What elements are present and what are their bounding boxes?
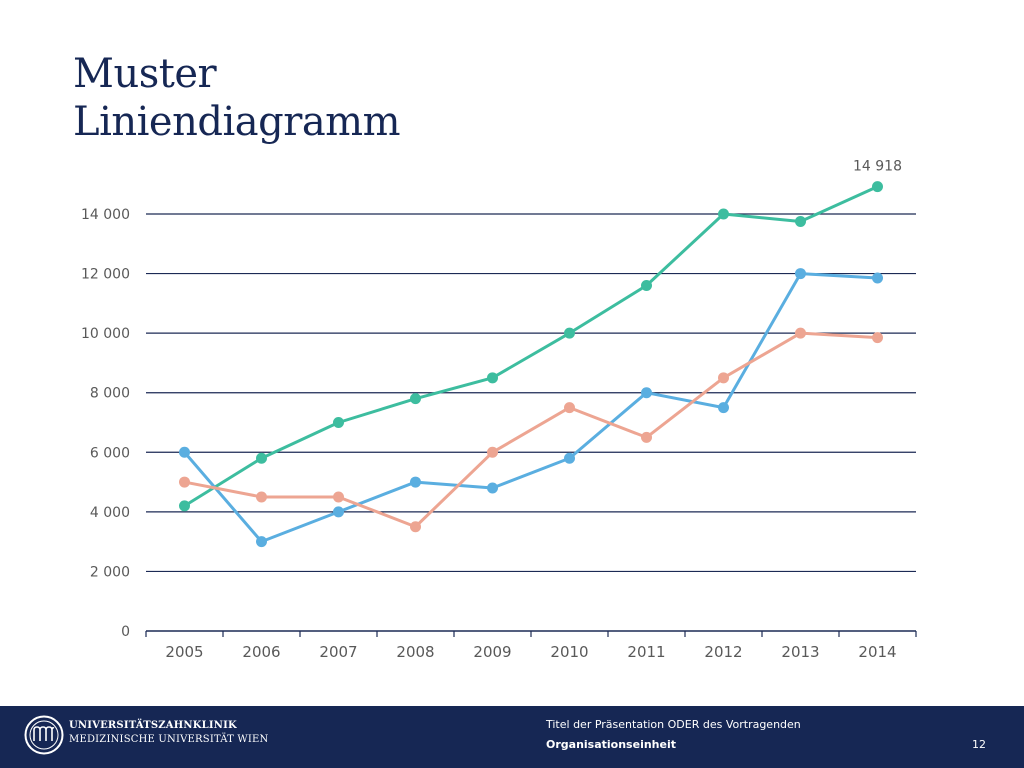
x-tick-label: 2011 bbox=[627, 643, 665, 661]
data-point bbox=[641, 387, 652, 399]
line-chart: 0 2 000 4 000 6 000 8 000 10 000 12 000 14 000 2… bbox=[81, 159, 917, 661]
y-tick-label: 2 000 bbox=[90, 564, 130, 580]
y-tick-label: 8 000 bbox=[90, 386, 130, 402]
y-tick-label: 4 000 bbox=[90, 505, 130, 521]
data-point bbox=[718, 208, 729, 220]
data-point bbox=[872, 332, 883, 344]
data-point bbox=[872, 181, 883, 193]
university-seal-icon bbox=[24, 715, 64, 755]
data-label: 14 918 bbox=[853, 159, 902, 175]
data-point bbox=[333, 491, 344, 503]
data-point bbox=[179, 500, 190, 512]
data-point bbox=[487, 482, 498, 494]
data-point bbox=[641, 279, 652, 291]
page-number: 12 bbox=[972, 738, 986, 751]
organisation-unit: Organisationseinheit bbox=[546, 738, 676, 751]
data-point bbox=[410, 393, 421, 405]
data-point bbox=[795, 327, 806, 339]
data-point bbox=[256, 452, 267, 464]
x-tick-label: 2008 bbox=[396, 643, 434, 661]
data-point bbox=[564, 327, 575, 339]
y-tick-label: 0 bbox=[121, 624, 130, 640]
x-tick-label: 2013 bbox=[781, 643, 819, 661]
data-point bbox=[487, 446, 498, 458]
data-point bbox=[641, 431, 652, 443]
x-tick-label: 2010 bbox=[550, 643, 588, 661]
data-point bbox=[179, 476, 190, 488]
x-tick-label: 2012 bbox=[704, 643, 742, 661]
footer-bar: UNIVERSITÄTSZAHNKLINIK MEDIZINISCHE UNIV… bbox=[0, 706, 1024, 768]
series-line bbox=[183, 272, 878, 544]
x-tick-label: 2014 bbox=[858, 643, 896, 661]
logo-line2: MEDIZINISCHE UNIVERSITÄT WIEN bbox=[69, 734, 269, 745]
data-point bbox=[564, 402, 575, 414]
data-point bbox=[179, 446, 190, 458]
data-point bbox=[410, 476, 421, 488]
data-point bbox=[333, 417, 344, 428]
slide-title-line2: Liniendiagramm bbox=[73, 99, 401, 145]
data-point bbox=[718, 372, 729, 384]
series-line bbox=[184, 331, 878, 529]
x-tick-label: 2005 bbox=[165, 643, 203, 661]
data-point bbox=[718, 402, 729, 414]
series-line bbox=[183, 185, 879, 508]
data-point bbox=[410, 521, 421, 533]
slide-title-line1: Muster bbox=[73, 51, 217, 97]
data-point bbox=[872, 272, 883, 284]
data-point bbox=[256, 491, 267, 503]
y-tick-label: 12 000 bbox=[81, 267, 130, 283]
presentation-title: Titel der Präsentation ODER des Vortrage… bbox=[546, 718, 801, 731]
slide-title: Muster Liniendiagramm bbox=[73, 50, 401, 146]
data-point bbox=[795, 215, 806, 227]
data-point bbox=[487, 372, 498, 384]
logo-line1: UNIVERSITÄTSZAHNKLINIK bbox=[69, 720, 237, 731]
y-tick-label: 14 000 bbox=[81, 207, 130, 223]
data-point bbox=[333, 506, 344, 518]
data-point bbox=[795, 268, 806, 280]
y-tick-label: 10 000 bbox=[81, 326, 130, 342]
x-tick-label: 2007 bbox=[319, 643, 357, 661]
x-tick-label: 2006 bbox=[242, 643, 280, 661]
y-tick-label: 6 000 bbox=[90, 445, 130, 461]
x-tick-label: 2009 bbox=[473, 643, 511, 661]
data-point bbox=[564, 452, 575, 464]
data-point bbox=[256, 536, 267, 548]
